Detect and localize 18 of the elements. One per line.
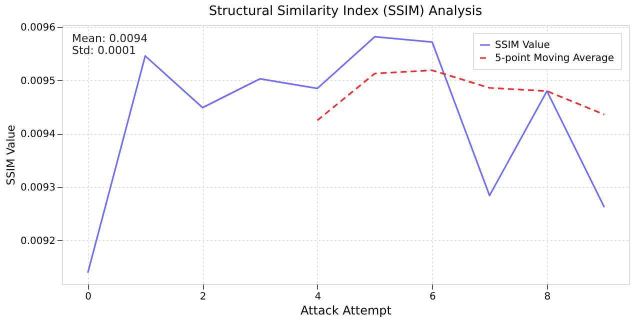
line-series	[316, 70, 606, 122]
x-tick-label: 4	[314, 292, 322, 302]
y-tick-label: 0.0096	[20, 22, 56, 34]
chart-title: Structural Similarity Index (SSIM) Analysis	[208, 4, 482, 20]
annotation: Std: 0.0001	[72, 44, 136, 57]
x-tick-label: 0	[85, 292, 92, 302]
y-tick-label: 0.0092	[20, 236, 56, 247]
x-tick-label: 6	[429, 292, 436, 302]
legend-label: SSIM Value	[495, 40, 550, 51]
y-tick-label: 0.0093	[20, 182, 56, 194]
y-tick-label: 0.0095	[20, 76, 56, 87]
y-tick-label: 0.0094	[20, 129, 56, 140]
x-tick-label: 8	[544, 292, 551, 302]
x-tick-label: 2	[200, 292, 206, 302]
y-axis-title: SSIM Value	[4, 124, 18, 186]
x-axis-title: Attack Attempt	[300, 304, 392, 318]
legend-label: 5-point Moving Average	[495, 53, 614, 64]
annotation: Mean: 0.0094	[72, 32, 148, 45]
